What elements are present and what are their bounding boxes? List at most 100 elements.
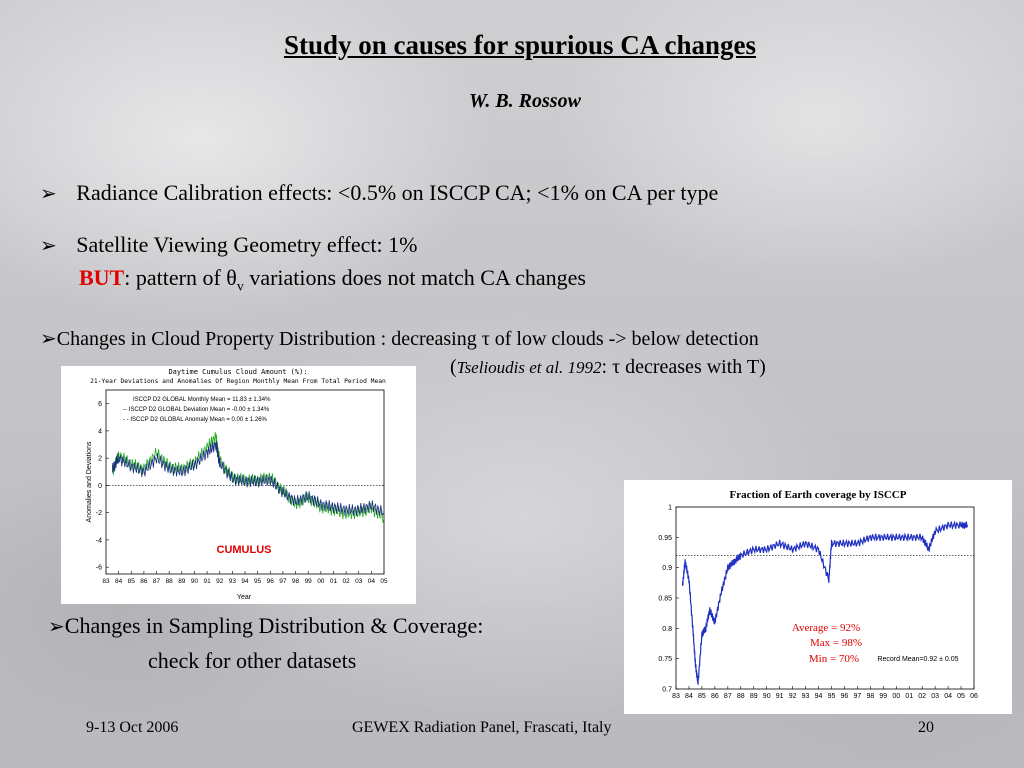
x-tick-label: 87 [724, 693, 732, 700]
x-tick-label: 84 [685, 693, 693, 700]
series-line [681, 520, 969, 686]
x-tick-label: 97 [279, 578, 287, 585]
x-tick-label: 89 [178, 578, 186, 585]
x-tick-label: 05 [957, 693, 965, 700]
arrow-bullet-icon: ➢ [40, 235, 57, 257]
chart-subtitle: 21-Year Deviations and Anomalies Of Regi… [90, 378, 386, 385]
y-axis-label: Anomalies and Deviations [86, 441, 93, 522]
x-tick-label: 89 [750, 693, 758, 700]
y-tick-label: 2 [98, 456, 102, 463]
bullet-citation: (Tselioudis et al. 1992: τ decreases wit… [450, 356, 766, 378]
x-tick-label: 94 [241, 578, 249, 585]
x-tick-label: 85 [698, 693, 706, 700]
x-tick-label: 01 [330, 578, 338, 585]
x-tick-label: 03 [355, 578, 363, 585]
x-tick-label: 97 [853, 693, 861, 700]
but-emphasis: BUT [79, 265, 125, 290]
y-tick-label: 1 [668, 505, 672, 512]
stat-average: Average = 92% [792, 622, 860, 634]
legend-entry: - - ISCCP D2 GLOBAL Anomaly Mean = 0.00 … [123, 417, 268, 423]
x-tick-label: 85 [128, 578, 136, 585]
bullet-cloud-property: ➢Changes in Cloud Property Distribution … [40, 328, 759, 350]
record-mean: Record Mean=0.92 ± 0.05 [877, 656, 958, 663]
x-tick-label: 83 [102, 578, 110, 585]
x-tick-label: 00 [317, 578, 325, 585]
x-tick-label: 95 [828, 693, 836, 700]
bullet-but-line: BUT: pattern of θv variations does not m… [79, 265, 586, 295]
x-tick-label: 93 [802, 693, 810, 700]
y-tick-label: 0.9 [662, 565, 672, 572]
bullet-text: Satellite Viewing Geometry effect: 1% [76, 232, 418, 257]
cumulus-label: CUMULUS [217, 544, 272, 556]
x-tick-label: 04 [368, 578, 376, 585]
y-tick-label: -6 [96, 565, 102, 572]
bullet-sampling-line2: check for other datasets [148, 648, 357, 673]
y-tick-label: 0 [98, 483, 102, 490]
x-tick-label: 96 [267, 578, 275, 585]
x-tick-label: 87 [153, 578, 161, 585]
y-tick-label: 0.7 [662, 687, 672, 694]
footer-venue: GEWEX Radiation Panel, Frascati, Italy [352, 719, 612, 736]
bullet-radiance: ➢ Radiance Calibration effects: <0.5% on… [40, 180, 718, 206]
y-tick-label: -4 [96, 537, 102, 544]
legend-entry: ISCCP D2 GLOBAL Monthly Mean = 11.83 ± 1… [133, 397, 271, 403]
y-tick-label: 0.85 [658, 596, 672, 603]
x-axis-label: Year [237, 594, 252, 601]
x-tick-label: 88 [166, 578, 174, 585]
footer-date: 9-13 Oct 2006 [86, 719, 179, 736]
x-tick-label: 02 [342, 578, 350, 585]
x-tick-label: 00 [892, 693, 900, 700]
arrow-bullet-icon: ➢ [40, 328, 57, 350]
x-tick-label: 94 [815, 693, 823, 700]
x-tick-label: 06 [970, 693, 978, 700]
chart-title: Daytime Cumulus Cloud Amount (%): [168, 368, 307, 376]
bullet-sampling: ➢Changes in Sampling Distribution & Cove… [48, 613, 484, 638]
x-tick-label: 92 [216, 578, 224, 585]
x-tick-label: 90 [191, 578, 199, 585]
x-tick-label: 93 [229, 578, 237, 585]
y-tick-label: -2 [96, 510, 102, 517]
x-tick-label: 86 [140, 578, 148, 585]
x-tick-label: 99 [879, 693, 887, 700]
stat-max: Max = 98% [810, 637, 862, 649]
x-tick-label: 83 [672, 693, 680, 700]
bullet-text: Radiance Calibration effects: <0.5% on I… [76, 180, 719, 205]
cumulus-chart: Daytime Cumulus Cloud Amount (%): 21-Yea… [61, 366, 416, 604]
series-line [111, 440, 385, 516]
x-tick-label: 03 [931, 693, 939, 700]
x-tick-label: 04 [944, 693, 952, 700]
y-tick-label: 0.95 [658, 535, 672, 542]
x-tick-label: 88 [737, 693, 745, 700]
coverage-chart: Fraction of Earth coverage by ISCCP 1 0.9… [624, 480, 1012, 714]
x-tick-label: 98 [292, 578, 300, 585]
y-tick-label: 6 [98, 401, 102, 408]
plot-frame [675, 506, 975, 690]
x-tick-label: 99 [305, 578, 313, 585]
y-tick-label: 0.75 [658, 656, 672, 663]
bullet-viewing-geometry: ➢ Satellite Viewing Geometry effect: 1% [40, 232, 417, 258]
x-tick-label: 95 [254, 578, 262, 585]
slide-author: W. B. Rossow [469, 90, 581, 112]
x-tick-label: 02 [918, 693, 926, 700]
slide-title: Study on causes for spurious CA changes [283, 30, 757, 60]
cumulus-chart-svg: Daytime Cumulus Cloud Amount (%): 21-Yea… [86, 368, 388, 601]
x-tick-label: 01 [905, 693, 913, 700]
arrow-bullet-icon: ➢ [40, 183, 57, 205]
arrow-bullet-icon: ➢ [48, 616, 65, 638]
x-tick-label: 05 [380, 578, 388, 585]
x-tick-label: 86 [711, 693, 719, 700]
footer-page-number: 20 [918, 719, 934, 736]
x-tick-label: 91 [203, 578, 211, 585]
x-tick-label: 91 [776, 693, 784, 700]
x-tick-label: 90 [763, 693, 771, 700]
x-tick-label: 96 [841, 693, 849, 700]
coverage-chart-svg: Fraction of Earth coverage by ISCCP 1 0.9… [658, 489, 978, 700]
stat-min: Min = 70% [809, 653, 859, 665]
y-tick-label: 0.8 [662, 626, 672, 633]
chart-title: Fraction of Earth coverage by ISCCP [730, 489, 907, 501]
x-tick-label: 84 [115, 578, 123, 585]
x-tick-label: 92 [789, 693, 797, 700]
legend-entry: -- ISCCP D2 GLOBAL Deviation Mean = -0.0… [123, 407, 270, 413]
x-tick-label: 98 [866, 693, 874, 700]
y-tick-label: 4 [98, 428, 102, 435]
